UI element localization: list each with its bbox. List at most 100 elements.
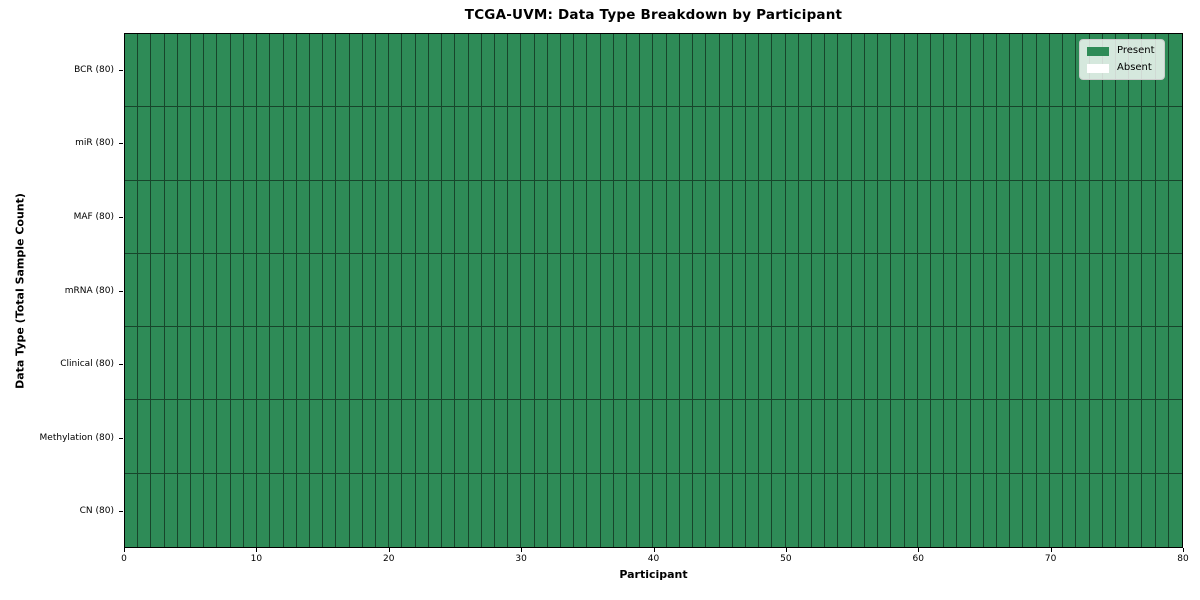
heatmap-cell — [362, 107, 377, 181]
heatmap-cell — [732, 400, 746, 474]
heatmap-cell — [864, 253, 879, 328]
heatmap-cell — [151, 253, 165, 328]
heatmap-cell — [481, 473, 495, 547]
heatmap-cell — [389, 473, 403, 547]
heatmap-cell — [1129, 107, 1143, 181]
heatmap-cell — [402, 473, 416, 547]
heatmap-cell — [230, 473, 244, 547]
legend-label-present: Present — [1117, 45, 1155, 56]
heatmap-cell — [600, 107, 614, 181]
heatmap-cell — [904, 327, 918, 401]
heatmap-cell — [785, 400, 799, 474]
heatmap-cell — [613, 107, 628, 181]
heatmap-cell — [296, 327, 310, 401]
present-swatch-icon — [1087, 46, 1109, 56]
heatmap-cell — [1076, 400, 1090, 474]
heatmap-cell — [230, 107, 244, 181]
heatmap-cell — [587, 107, 601, 181]
heatmap-cell — [745, 473, 760, 547]
heatmap-cell — [217, 253, 231, 328]
heatmap-cell — [164, 400, 178, 474]
heatmap-cell — [825, 180, 839, 254]
heatmap-cell — [640, 327, 654, 401]
heatmap-cell — [1155, 473, 1169, 547]
heatmap-cell — [891, 34, 905, 108]
heatmap-cell — [627, 107, 641, 181]
heatmap-cell — [442, 34, 456, 108]
heatmap-cell — [415, 107, 429, 181]
heatmap-cell — [679, 34, 694, 108]
heatmap-cell — [1102, 107, 1116, 181]
heatmap-cell — [970, 327, 984, 401]
heatmap-cell — [785, 34, 799, 108]
heatmap-cell — [706, 327, 720, 401]
heatmap-cell — [323, 34, 337, 108]
heatmap-cell — [719, 253, 733, 328]
heatmap-cell — [376, 400, 390, 474]
heatmap-cell — [878, 180, 892, 254]
heatmap-cell — [389, 400, 403, 474]
heatmap-cell — [389, 107, 403, 181]
heatmap-cell — [1023, 400, 1037, 474]
heatmap-cell — [1036, 473, 1050, 547]
heatmap-cell — [415, 34, 429, 108]
heatmap-cell — [904, 253, 918, 328]
heatmap-cell — [402, 400, 416, 474]
heatmap-cell — [851, 327, 865, 401]
heatmap-cell — [1036, 107, 1050, 181]
heatmap-cell — [957, 180, 971, 254]
heatmap-cell — [376, 34, 390, 108]
heatmap-cell — [428, 253, 443, 328]
heatmap-cell — [838, 180, 852, 254]
heatmap-cell — [944, 473, 958, 547]
heatmap-cell — [917, 34, 931, 108]
heatmap-cell — [217, 180, 231, 254]
heatmap-cell — [561, 473, 575, 547]
heatmap-cell — [838, 34, 852, 108]
heatmap-cell — [138, 253, 152, 328]
heatmap-cell — [151, 400, 165, 474]
heatmap-cell — [732, 253, 746, 328]
heatmap-cell — [719, 34, 733, 108]
heatmap-cell — [812, 327, 826, 401]
heatmap-cell — [204, 180, 218, 254]
heatmap-cell — [851, 253, 865, 328]
heatmap-cell — [825, 400, 839, 474]
heatmap-cell — [944, 400, 958, 474]
heatmap-cell — [309, 327, 324, 401]
heatmap-cell — [125, 327, 139, 401]
heatmap-cell — [125, 253, 139, 328]
y-tick-mark — [119, 69, 123, 71]
heatmap-cell — [1142, 253, 1156, 328]
heatmap-cell — [349, 327, 363, 401]
heatmap-cell — [1168, 327, 1182, 401]
heatmap-cell — [719, 107, 733, 181]
heatmap-cell — [468, 180, 482, 254]
x-axis-label: Participant — [619, 568, 688, 581]
x-tick-mark — [1050, 548, 1052, 552]
heatmap-cell — [825, 327, 839, 401]
heatmap-cell — [336, 473, 350, 547]
heatmap-cell — [534, 107, 548, 181]
heatmap-cell — [283, 180, 297, 254]
heatmap-cell — [798, 400, 813, 474]
heatmap-cell — [164, 327, 178, 401]
heatmap-cell — [204, 34, 218, 108]
heatmap-cell — [732, 34, 746, 108]
heatmap-cell — [270, 327, 284, 401]
heatmap-cell — [468, 400, 482, 474]
heatmap-cell — [376, 253, 390, 328]
heatmap-cell — [494, 253, 509, 328]
heatmap-cell — [600, 253, 614, 328]
heatmap-cell — [653, 107, 667, 181]
heatmap-cell — [1155, 180, 1169, 254]
y-tick-label: mRNA (80) — [64, 285, 114, 296]
heatmap-cell — [745, 327, 760, 401]
legend: Present Absent — [1079, 39, 1165, 80]
heatmap-cell — [494, 180, 509, 254]
heatmap-cell — [878, 34, 892, 108]
heatmap-cell — [455, 34, 469, 108]
heatmap-cell — [534, 400, 548, 474]
heatmap-cell — [177, 253, 192, 328]
heatmap-cell — [455, 473, 469, 547]
